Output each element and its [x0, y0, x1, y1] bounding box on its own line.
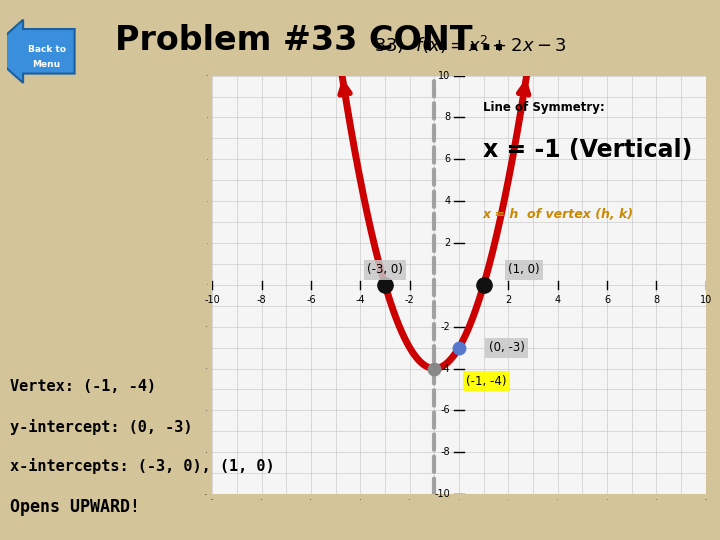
Text: Menu: Menu: [32, 60, 60, 69]
Text: -6: -6: [306, 295, 316, 305]
Text: 33)  $f(x) = x^2 + 2x - 3$: 33) $f(x) = x^2 + 2x - 3$: [374, 33, 567, 56]
Text: x-intercepts: (-3, 0), (1, 0): x-intercepts: (-3, 0), (1, 0): [10, 458, 274, 474]
Text: (-3, 0): (-3, 0): [367, 264, 403, 276]
Text: 10: 10: [438, 71, 451, 80]
Text: (0, -3): (0, -3): [489, 341, 524, 354]
Text: -2: -2: [441, 322, 451, 332]
Text: 8: 8: [444, 112, 451, 123]
Text: -10: -10: [204, 295, 220, 305]
Text: -10: -10: [435, 489, 451, 499]
Text: Opens UPWARD!: Opens UPWARD!: [10, 498, 140, 516]
Text: 4: 4: [444, 196, 451, 206]
Text: 2: 2: [505, 295, 511, 305]
Text: -8: -8: [441, 447, 451, 457]
Text: Problem #33 CONT...: Problem #33 CONT...: [115, 24, 505, 57]
Text: 6: 6: [444, 154, 451, 164]
Text: (-1, -4): (-1, -4): [467, 375, 507, 388]
Text: Vertex: (-1, -4): Vertex: (-1, -4): [10, 379, 156, 394]
Text: 8: 8: [653, 295, 660, 305]
Text: (1, 0): (1, 0): [508, 264, 540, 276]
Text: -2: -2: [405, 295, 415, 305]
Text: 10: 10: [699, 295, 712, 305]
Text: Back to: Back to: [27, 45, 66, 54]
Text: -6: -6: [441, 406, 451, 415]
Text: 4: 4: [554, 295, 561, 305]
Text: 2: 2: [444, 238, 451, 248]
Text: y-intercept: (0, -3): y-intercept: (0, -3): [10, 418, 192, 435]
Text: 6: 6: [604, 295, 610, 305]
Text: -4: -4: [356, 295, 365, 305]
FancyArrow shape: [0, 19, 75, 83]
Text: -4: -4: [441, 363, 451, 374]
Text: -8: -8: [257, 295, 266, 305]
